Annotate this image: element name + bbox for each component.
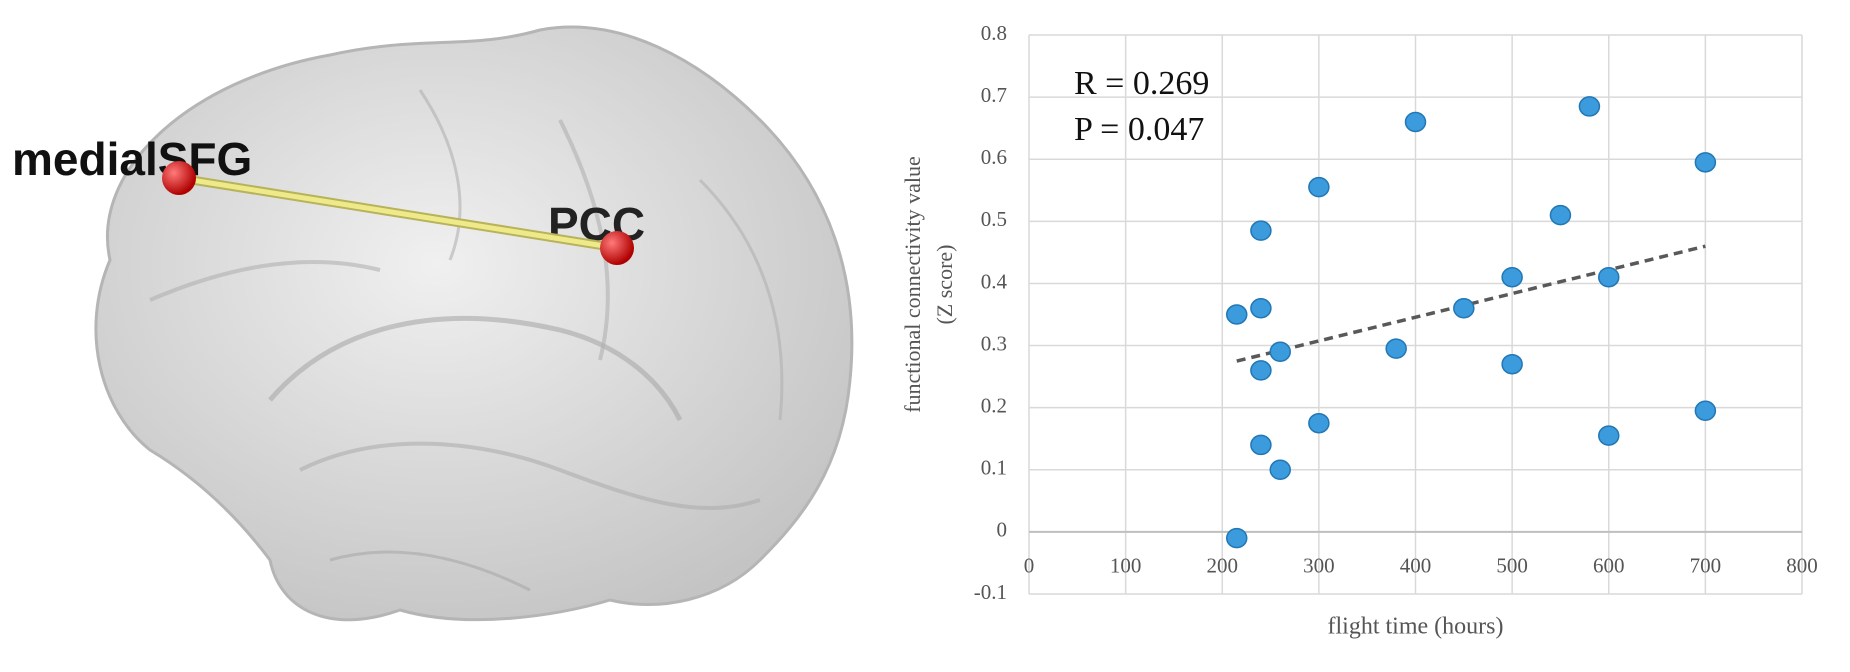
y-tick-label: -0.1 <box>974 580 1007 604</box>
data-point <box>1250 434 1272 456</box>
node <box>600 231 634 265</box>
data-point <box>1598 266 1620 288</box>
y-tick-label: 0.3 <box>981 331 1007 355</box>
data-point <box>1269 341 1291 363</box>
node <box>162 161 196 195</box>
data-point <box>1501 266 1523 288</box>
x-tick-label: 100 <box>1110 554 1142 578</box>
connection-highlight <box>178 175 618 251</box>
y-tick-label: 0.5 <box>981 207 1007 231</box>
data-point <box>1404 111 1427 133</box>
data-point <box>1269 459 1291 481</box>
data-point <box>1694 152 1717 173</box>
brain-illustration: medialSFG PCC <box>12 25 854 622</box>
data-point <box>1225 527 1248 549</box>
data-point <box>1453 298 1475 319</box>
annotation: R = 0.269 <box>1074 65 1209 102</box>
y-tick-label: 0.2 <box>981 393 1007 417</box>
data-point <box>1250 220 1272 241</box>
scatter-plot: -0.1 0 0.1 0.2 0.3 0.4 0.5 0.6 0.7 0.8 0 100 200 300 4… <box>900 21 1818 640</box>
y-tick-label: 0 <box>997 518 1008 542</box>
x-tick-label: 700 <box>1690 554 1722 578</box>
annotation: P = 0.047 <box>1074 111 1204 148</box>
y-axis-label: functional connectivity value <box>900 156 925 413</box>
y-axis-label: (Z score) <box>932 244 957 324</box>
region-label: medialSFG <box>12 133 252 185</box>
data-point <box>1250 360 1272 381</box>
x-tick-label: 600 <box>1593 554 1625 578</box>
data-point <box>1385 338 1407 359</box>
data-point <box>1308 412 1330 434</box>
data-point <box>1549 204 1572 226</box>
data-point <box>1578 96 1601 117</box>
y-tick-label: 0.1 <box>981 456 1007 480</box>
data-point <box>1250 298 1272 319</box>
data-point <box>1308 176 1330 198</box>
x-tick-label: 400 <box>1400 554 1432 578</box>
x-tick-label: 300 <box>1303 554 1335 578</box>
y-tick-label: 0.8 <box>981 21 1007 45</box>
y-tick-label: 0.7 <box>981 83 1007 107</box>
data-point <box>1501 353 1523 375</box>
x-tick-label: 800 <box>1786 554 1818 578</box>
y-tick-label: 0.4 <box>981 269 1008 293</box>
x-axis-label: flight time (hours) <box>1328 614 1504 640</box>
x-tick-label: 500 <box>1496 554 1528 578</box>
data-point <box>1598 425 1620 446</box>
x-tick-label: 200 <box>1207 554 1239 578</box>
x-tick-label: 0 <box>1024 554 1035 578</box>
data-point <box>1225 304 1248 325</box>
data-point <box>1694 400 1717 422</box>
y-tick-label: 0.6 <box>981 145 1007 169</box>
